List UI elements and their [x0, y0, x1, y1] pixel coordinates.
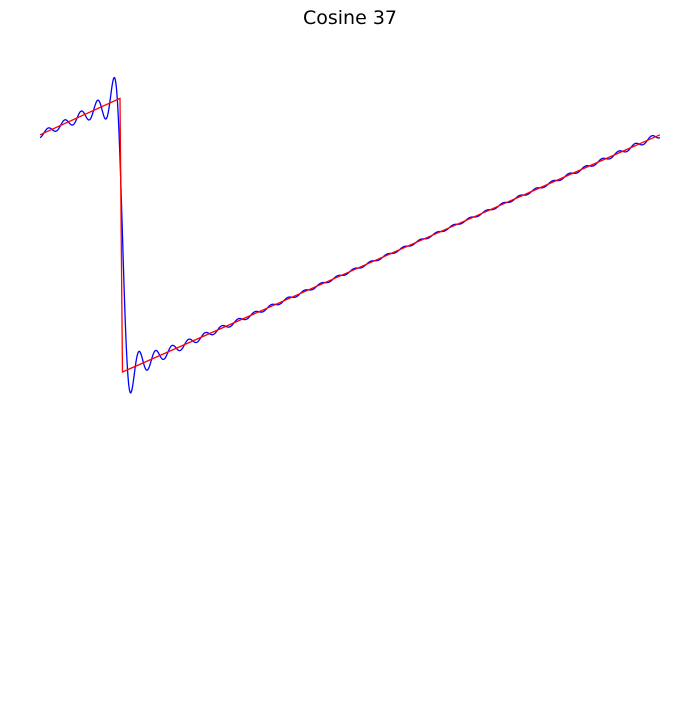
- fourier-approximation-line: [39, 76, 661, 394]
- series-group: [39, 76, 661, 394]
- chart-title: Cosine 37: [302, 7, 398, 29]
- target-sawtooth-line: [39, 97, 661, 373]
